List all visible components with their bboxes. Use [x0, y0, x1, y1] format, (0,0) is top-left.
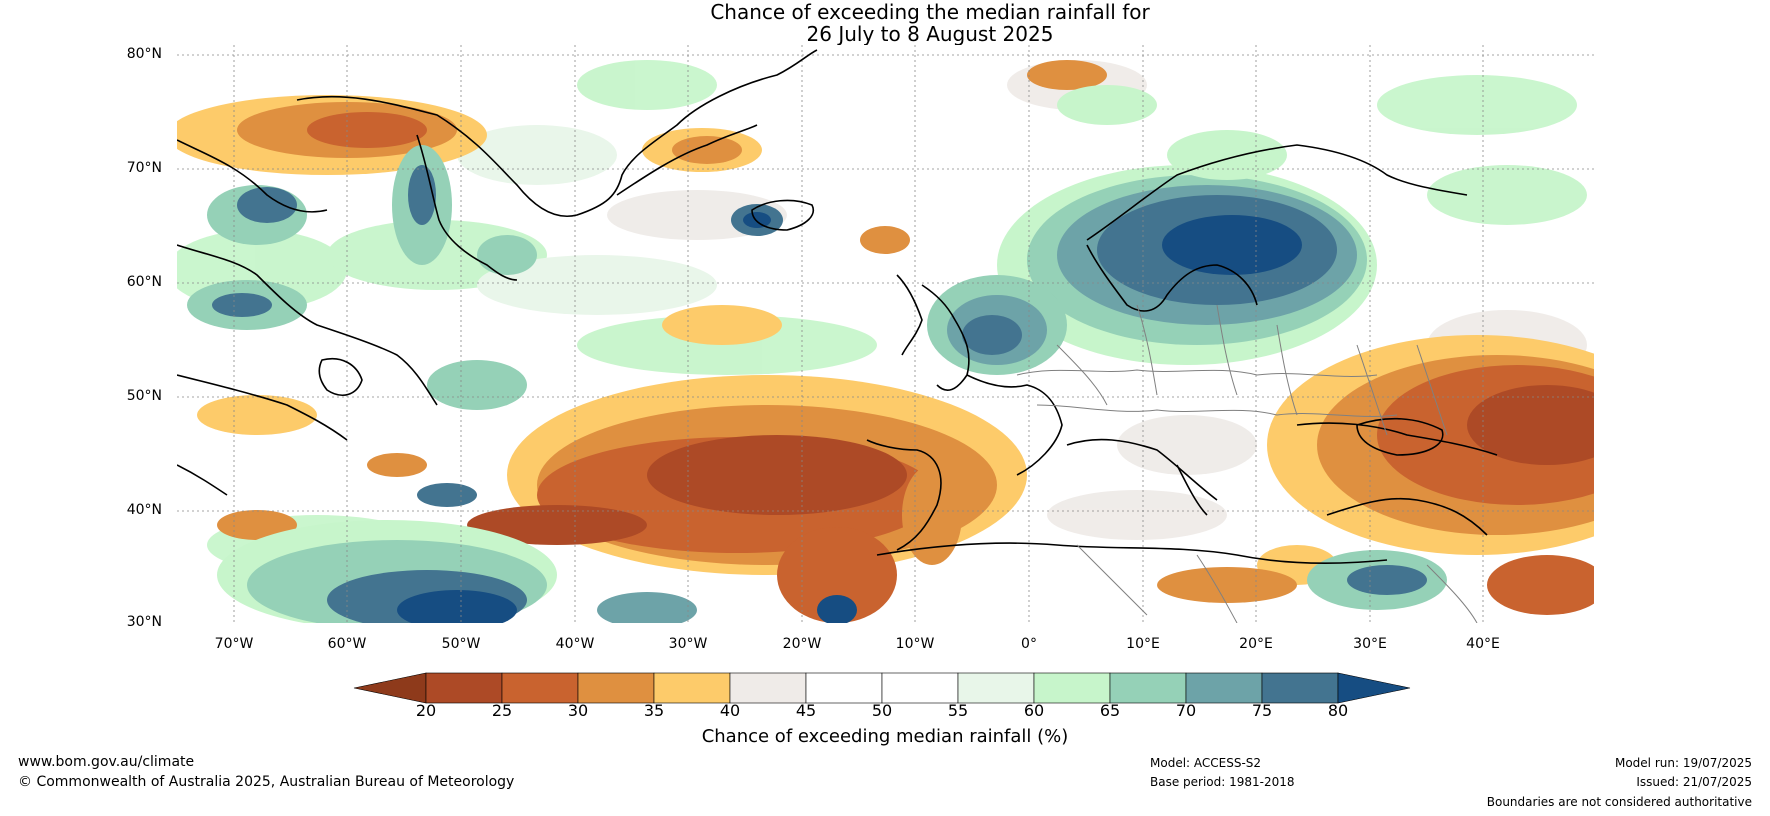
colorbar-segment: [1261, 672, 1339, 704]
colorbar-segment: [501, 672, 579, 704]
cb-tick-50: 50: [871, 701, 893, 720]
rainfall-map: [177, 45, 1594, 623]
colorbar-segment: [577, 672, 655, 704]
dry-anomaly-patches: [177, 60, 1594, 623]
map-svg: [177, 45, 1594, 623]
lon-label-40w: 40°W: [555, 636, 595, 652]
country-borders: [1016, 304, 1478, 623]
colorbar-segment: [729, 672, 807, 704]
colorbar-segment: [957, 672, 1035, 704]
graticule: [177, 45, 1594, 623]
footer-issued: Issued: 21/07/2025: [1636, 775, 1752, 789]
lon-label-20e: 20°E: [1239, 636, 1273, 652]
lon-label-70w: 70°W: [214, 636, 254, 652]
footer-disclaimer: Boundaries are not considered authoritat…: [1486, 795, 1752, 809]
lon-label-60w: 60°W: [327, 636, 367, 652]
map-title-line2: 26 July to 8 August 2025: [806, 22, 1054, 46]
colorbar-segment: [881, 672, 959, 704]
cb-tick-30: 30: [567, 701, 589, 720]
colorbar-segment: [1033, 672, 1111, 704]
footer-copyright: © Commonwealth of Australia 2025, Austra…: [18, 774, 515, 790]
lon-label-10e: 10°E: [1126, 636, 1160, 652]
colorbar-segment: [805, 672, 883, 704]
lon-label-20w: 20°W: [782, 636, 822, 652]
colorbar: [353, 672, 1411, 704]
lat-label-80n: 80°N: [126, 46, 162, 62]
footer-model-run: Model run: 19/07/2025: [1614, 756, 1752, 770]
cb-tick-80: 80: [1327, 701, 1349, 720]
lon-label-40e: 40°E: [1466, 636, 1500, 652]
lat-label-30n: 30°N: [126, 614, 162, 630]
lat-label-50n: 50°N: [126, 388, 162, 404]
lon-label-10w: 10°W: [895, 636, 935, 652]
cb-tick-75: 75: [1251, 701, 1273, 720]
map-title-line1: Chance of exceeding the median rainfall …: [710, 0, 1150, 24]
colorbar-title: Chance of exceeding median rainfall (%): [701, 726, 1069, 747]
lon-label-30e: 30°E: [1353, 636, 1387, 652]
coastlines: [177, 49, 1498, 565]
cb-tick-20: 20: [415, 701, 437, 720]
cb-tick-40: 40: [719, 701, 741, 720]
colorbar-extend-low: [353, 672, 427, 704]
cb-tick-55: 55: [947, 701, 969, 720]
cb-tick-35: 35: [643, 701, 665, 720]
lon-label-50w: 50°W: [441, 636, 481, 652]
colorbar-segment: [653, 672, 731, 704]
cb-tick-45: 45: [795, 701, 817, 720]
cb-tick-70: 70: [1175, 701, 1197, 720]
cb-tick-25: 25: [491, 701, 513, 720]
footer-model: Model: ACCESS-S2: [1150, 756, 1262, 770]
footer-url: www.bom.gov.au/climate: [18, 754, 195, 770]
cb-tick-60: 60: [1023, 701, 1045, 720]
colorbar-extend-high: [1337, 672, 1411, 704]
lat-label-60n: 60°N: [126, 274, 162, 290]
colorbar-segment: [1185, 672, 1263, 704]
colorbar-segment: [1109, 672, 1187, 704]
lat-label-40n: 40°N: [126, 502, 162, 518]
colorbar-segment: [425, 672, 503, 704]
lon-label-0: 0°: [1021, 636, 1037, 652]
cb-tick-65: 65: [1099, 701, 1121, 720]
lat-label-70n: 70°N: [126, 160, 162, 176]
lon-label-30w: 30°W: [668, 636, 708, 652]
footer-base-period: Base period: 1981-2018: [1150, 775, 1295, 789]
